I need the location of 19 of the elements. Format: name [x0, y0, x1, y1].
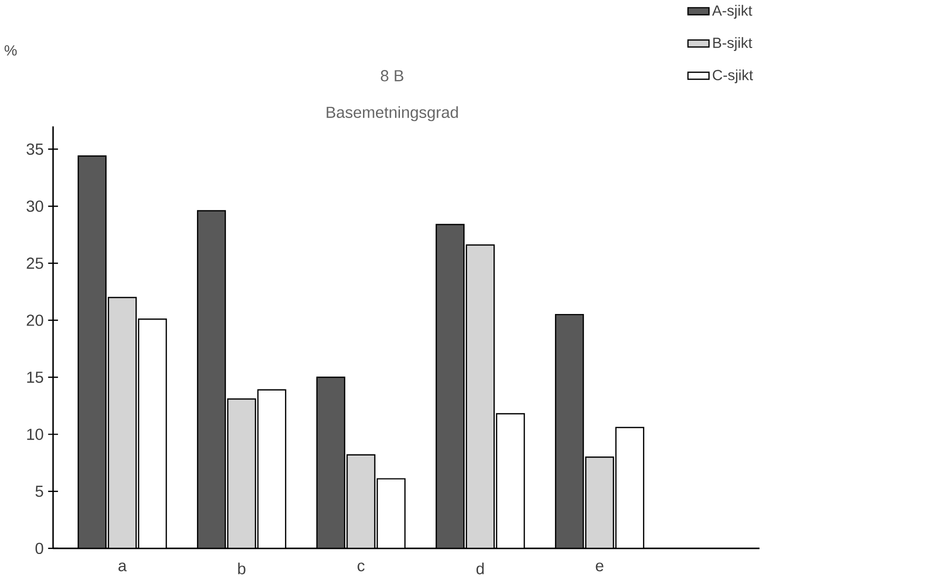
x-tick-label: c: [358, 562, 365, 572]
x-tick-label: d: [476, 562, 484, 575]
y-tick-label: 25: [26, 258, 44, 270]
legend-label: C-sjikt: [712, 70, 753, 84]
chart-subtitle: Basemetningsgrad: [326, 106, 458, 122]
y-tick-label: 15: [27, 372, 44, 384]
x-tick-label: b: [238, 562, 246, 575]
y-axis-title: %: [4, 45, 17, 56]
y-tick-label: 30: [26, 200, 44, 212]
legend-label: A-sjikt: [712, 5, 752, 19]
y-tick-label: 10: [27, 428, 44, 440]
y-tick-label: 20: [26, 314, 44, 326]
legend-label: B-sjikt: [713, 37, 752, 52]
x-tick-label: e: [596, 562, 604, 572]
chart-title: 8 B: [380, 70, 404, 82]
y-tick-label: 0: [36, 542, 44, 554]
y-tick-label: 35: [26, 144, 44, 156]
y-tick-label: 5: [36, 486, 44, 498]
x-tick-label: a: [118, 562, 127, 572]
